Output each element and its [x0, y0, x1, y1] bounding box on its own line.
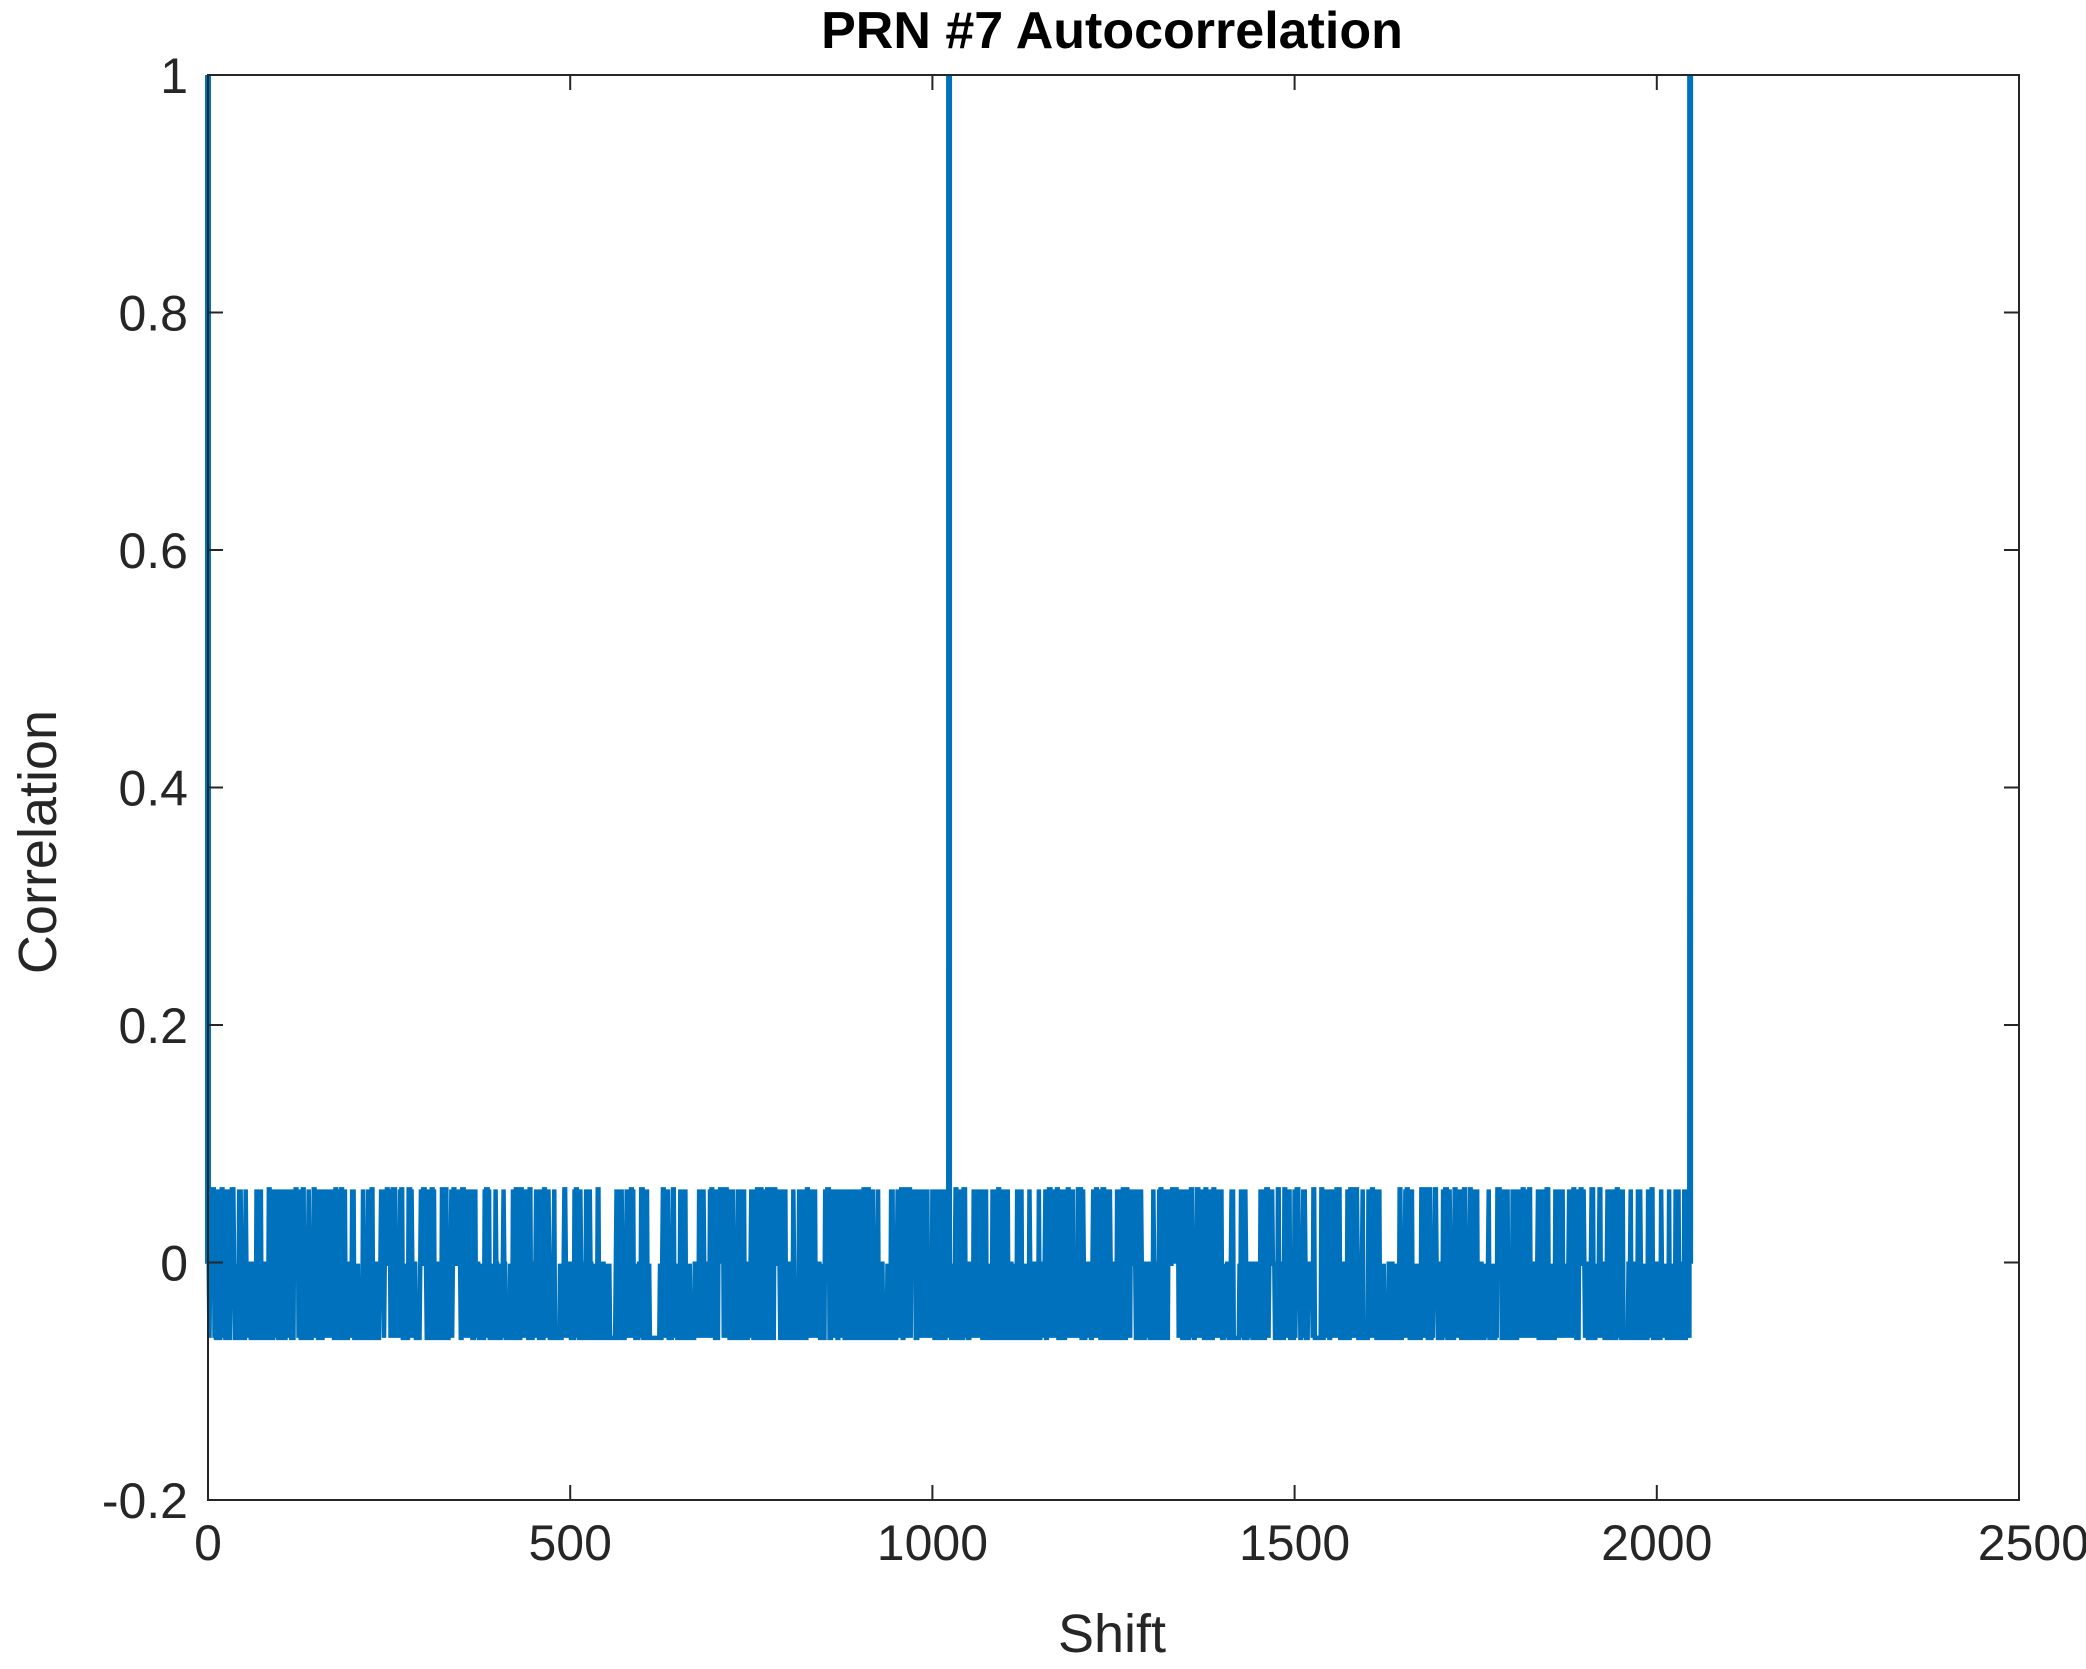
y-tick-label: -0.2 [102, 1473, 188, 1529]
x-tick-label: 2000 [1601, 1515, 1712, 1571]
y-tick-label: 1 [160, 48, 188, 104]
y-tick-label: 0.2 [118, 998, 188, 1054]
x-tick-label: 1000 [877, 1515, 988, 1571]
x-tick-label: 1500 [1239, 1515, 1350, 1571]
axes: 0 500 1000 1500 2000 2500-0.200.20.40.60.81 [102, 48, 2086, 1571]
y-tick-label: 0.4 [118, 761, 188, 817]
y-tick-label: 0 [160, 1236, 188, 1292]
x-tick-label: 0 [194, 1515, 222, 1571]
x-axis-label: Shift [1058, 1604, 1166, 1664]
chart-title: PRN #7 Autocorrelation [821, 2, 1403, 60]
x-tick-label: 2500 [1978, 1515, 2086, 1571]
y-tick-label: 0.6 [118, 523, 188, 579]
x-tick-label: 500 [528, 1515, 611, 1571]
y-tick-label: 0.8 [118, 286, 188, 342]
y-axis-label: Correlation [8, 710, 68, 974]
